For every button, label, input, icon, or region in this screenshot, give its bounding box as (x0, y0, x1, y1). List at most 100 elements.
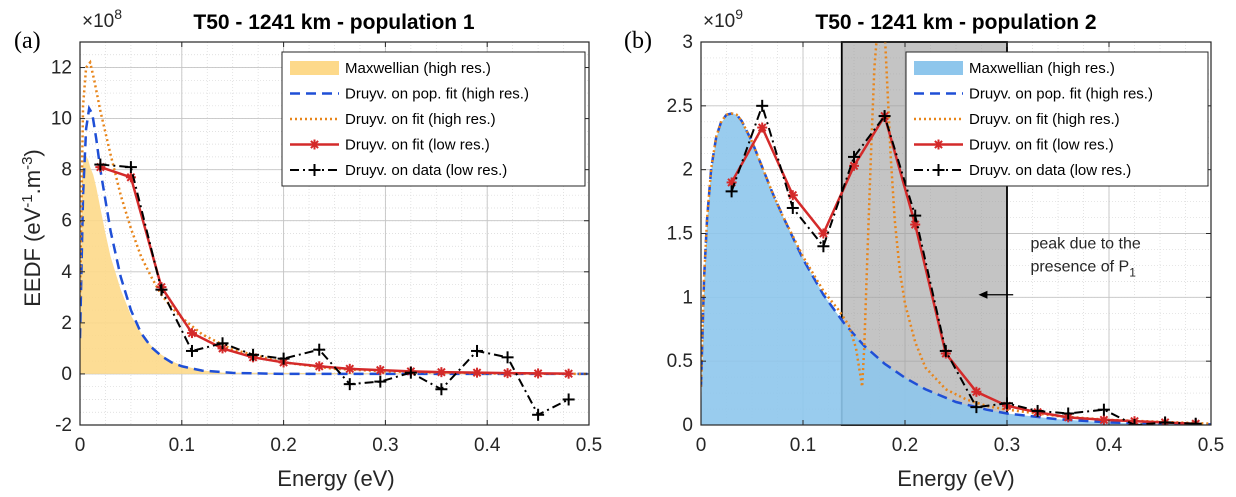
y-tick-label: 2 (61, 313, 72, 334)
series-4-point (848, 150, 860, 163)
series-4-point (1189, 417, 1202, 425)
series-3-point (344, 363, 355, 374)
series-4-point (94, 158, 107, 171)
series-4-point (725, 185, 738, 198)
series-4-point (970, 401, 983, 414)
y-tick-label: 3 (682, 32, 693, 53)
legend-swatch (914, 61, 963, 75)
x-tick-label: 0.4 (1096, 435, 1123, 456)
series-2-line (80, 59, 589, 376)
series-4-point (562, 393, 575, 406)
series-4-point (501, 351, 514, 364)
legend-marker (933, 139, 944, 150)
x-tick-label: 0.3 (994, 435, 1020, 456)
x-tick-label: 0.4 (474, 435, 501, 456)
x-tick-label: 0.3 (372, 435, 398, 456)
series-4-point (185, 344, 198, 357)
series-4-point (939, 344, 952, 357)
y-tick-label: 0 (682, 415, 693, 436)
y-tick-label: 10 (51, 109, 72, 130)
y-tick-label: 12 (51, 58, 72, 79)
series-4-point (435, 383, 448, 396)
series-3-point (314, 361, 325, 372)
series-3-line (730, 112, 1196, 425)
series-3-point (787, 190, 798, 201)
series-4-line (730, 102, 1196, 425)
panel-b: (b) T50 - 1241 km - population 2 ×109 En… (624, 6, 1225, 491)
series-3-point (472, 367, 483, 378)
series-4-point (786, 201, 799, 214)
y-tick-label: 0 (61, 364, 72, 385)
panel-a-label: (a) (14, 28, 41, 54)
series-4-point (909, 209, 922, 222)
series-4-point (313, 343, 326, 356)
panel-b-ticks: 0 0.1 0.2 0.3 0.4 0.5 0 0.5 1 1.5 2 2.5 3 (667, 32, 1225, 456)
legend-entry: Druyv. on pop. fit (high res.) (969, 86, 1153, 103)
legend-entry: Druyv. on fit (low res.) (969, 137, 1114, 154)
panel-a: (a) T50 - 1241 km - population 1 ×108 En… (14, 6, 602, 491)
series-4-point (1001, 397, 1013, 410)
panel-b-multiplier: ×109 (703, 6, 743, 32)
y-tick-label: 4 (61, 262, 72, 283)
legend-entry: Druyv. on fit (low res.) (345, 137, 490, 154)
series-4-point (155, 283, 168, 296)
series-4-point (817, 240, 830, 253)
x-tick-label: 0 (75, 435, 86, 456)
series-4-point (471, 344, 484, 357)
series-4-point (124, 161, 137, 174)
series-4-point (277, 352, 290, 365)
series-4-line (100, 163, 570, 417)
panel-b-legend: Maxwellian (high res.) Druyv. on pop. fit… (905, 51, 1209, 187)
series-0-area (80, 154, 589, 374)
x-tick-label: 0.5 (1198, 435, 1224, 456)
legend-entry: Maxwellian (high res.) (345, 60, 491, 77)
y-tick-label: 2 (682, 160, 693, 181)
series-4-point (374, 375, 387, 388)
x-tick-label: 0.1 (169, 435, 195, 456)
series-3-point (971, 386, 982, 397)
x-tick-label: 0.2 (892, 435, 918, 456)
x-tick-label: 0 (696, 435, 707, 456)
y-tick-label: 1.5 (667, 224, 693, 245)
series-3-point (533, 368, 544, 379)
series-4-point (216, 337, 229, 350)
x-tick-label: 0.5 (576, 435, 602, 456)
series-4-point (1159, 416, 1172, 425)
y-tick-label: 8 (61, 160, 72, 181)
x-tick-label: 0.2 (270, 435, 296, 456)
legend-swatch (290, 61, 339, 75)
panel-a-xlabel: Energy (eV) (277, 466, 394, 491)
legend-entry: Maxwellian (high res.) (969, 60, 1115, 77)
legend-entry: Druyv. on fit (high res.) (969, 111, 1120, 128)
series-2-line (701, 42, 1211, 425)
panel-b-label: (b) (624, 28, 652, 54)
y-tick-label: 2.5 (667, 96, 693, 117)
series-3-point (757, 122, 768, 133)
series-3-point (502, 368, 513, 379)
series-3-point (818, 228, 829, 239)
legend-marker (308, 164, 321, 176)
y-tick-label: 1 (682, 287, 693, 308)
legend-entry: Druyv. on fit (high res.) (345, 111, 496, 128)
annotation-arrow-head (978, 290, 988, 299)
legend-entry: Druyv. on data (low res.) (345, 162, 507, 179)
series-3-point (436, 367, 447, 378)
series-3-point (1098, 414, 1109, 425)
series-1-line (80, 104, 589, 376)
y-tick-label: 6 (61, 211, 72, 232)
series-4-point (756, 99, 769, 112)
panel-a-multiplier: ×108 (82, 6, 122, 32)
series-3-point (375, 365, 386, 376)
series-3-point (186, 328, 197, 339)
panel-b-title: T50 - 1241 km - population 2 (815, 11, 1096, 34)
series-4-point (247, 348, 260, 361)
legend-entry: Druyv. on data (low res.) (969, 162, 1131, 179)
panel-a-title: T50 - 1241 km - population 1 (193, 11, 475, 34)
panel-a-ylabel: EEDF (eV-1.m-3) (19, 149, 45, 307)
panel-b-xlabel: Energy (eV) (897, 466, 1014, 491)
legend-marker (309, 139, 320, 150)
series-4-point (1097, 403, 1110, 416)
x-tick-label: 0.1 (790, 435, 816, 456)
